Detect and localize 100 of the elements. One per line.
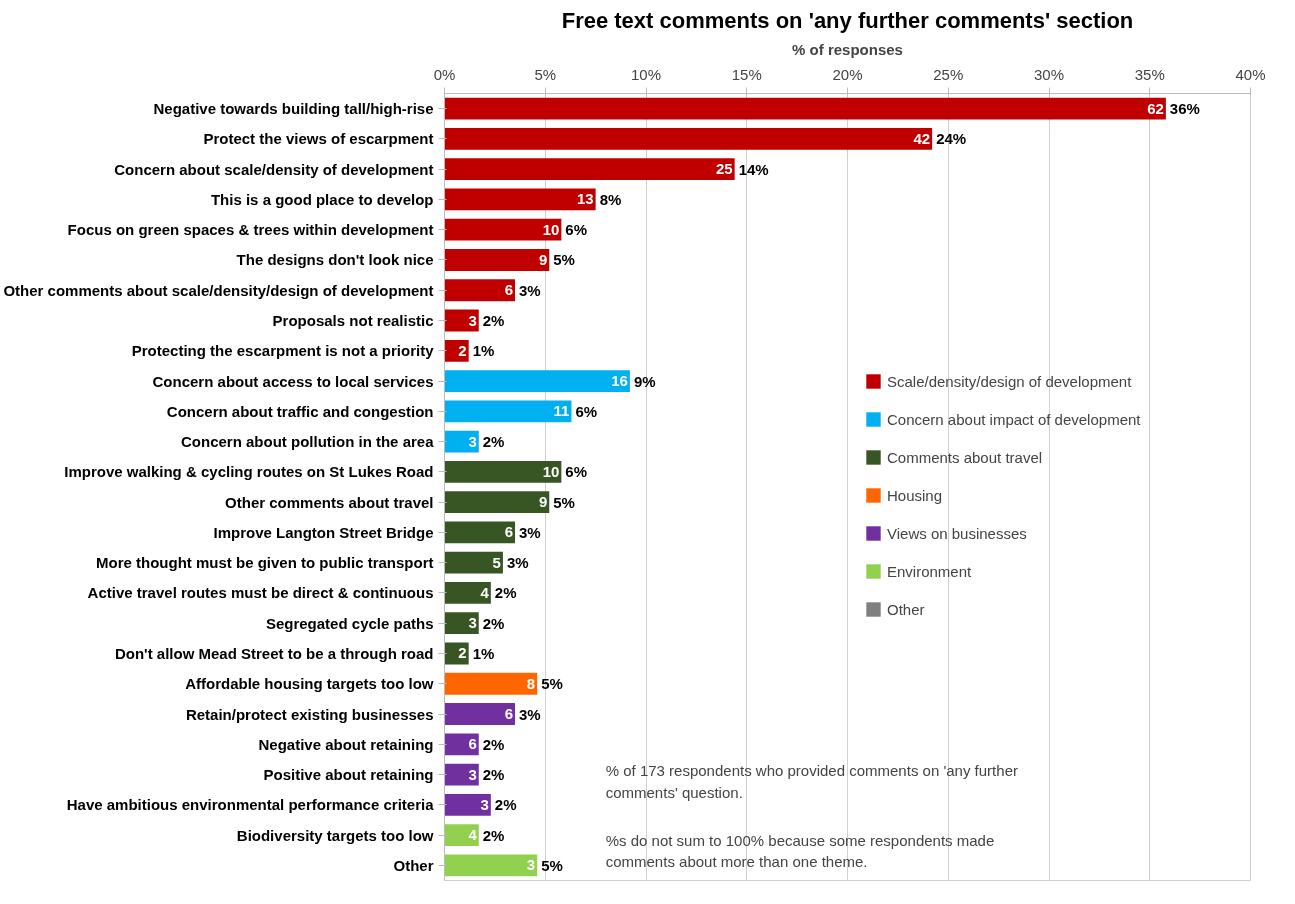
bar — [444, 733, 479, 756]
text: 2% — [482, 766, 505, 784]
text: 1% — [472, 342, 495, 360]
bar — [444, 400, 572, 423]
annotation: 42 — [913, 129, 931, 147]
annotation: 13 — [576, 190, 594, 208]
y-tick-label: Positive about retaining — [263, 766, 434, 784]
bar — [444, 824, 479, 846]
text: 5% — [553, 493, 575, 511]
bar — [444, 370, 630, 392]
chart-title: Free text comments on 'any further comments' section — [561, 7, 1134, 33]
annotation: 2 — [458, 644, 467, 662]
text: 14% — [738, 160, 769, 178]
text: 24% — [936, 130, 967, 148]
text: 8% — [599, 190, 622, 208]
bar — [444, 672, 538, 695]
bar — [444, 854, 538, 877]
x-tick-label: 20% — [832, 65, 863, 83]
bar — [444, 249, 550, 271]
annotation: 6 — [504, 281, 514, 299]
annotation: 16 — [611, 372, 628, 390]
annotation: 3 — [468, 765, 477, 783]
x-tick-label: 0% — [433, 65, 456, 83]
legend-label: Other — [887, 600, 925, 618]
text: 6% — [575, 402, 598, 420]
text: 2% — [482, 826, 505, 844]
legend-label: Views on businesses — [887, 524, 1027, 542]
bar — [444, 158, 735, 181]
text: 2% — [482, 614, 505, 632]
bar — [444, 793, 491, 816]
annotation: 4 — [480, 583, 490, 601]
bar — [444, 218, 562, 241]
text: 3% — [519, 523, 541, 541]
annotation: % of 173 respondents who provided comments on 'any further comments' question. — [605, 762, 1018, 801]
y-tick-label: This is a good place to develop — [210, 190, 434, 208]
annotation: 6 — [504, 523, 514, 541]
annotation: 8 — [526, 674, 536, 692]
bar — [444, 521, 516, 544]
y-tick-label: Biodiversity targets too low — [236, 826, 434, 844]
annotation: 5 — [492, 553, 501, 571]
y-tick-label: The designs don't look nice — [236, 251, 434, 269]
annotation: 3 — [468, 614, 477, 632]
annotation: 3 — [480, 795, 489, 813]
y-tick-label: Protect the views of escarpment — [203, 130, 434, 148]
annotation: 10 — [542, 220, 560, 238]
y-tick-label: Other comments about travel — [225, 493, 434, 511]
bar — [444, 97, 1166, 120]
y-tick-label: Protecting the escarpment is not a priority — [131, 342, 435, 360]
annotation: %s do not sum to 100% because some respondents made comments about more than one theme. — [605, 832, 995, 871]
text: 3% — [519, 705, 541, 723]
bar — [444, 279, 516, 302]
annotation: 3 — [468, 311, 477, 329]
annotation: 6 — [468, 735, 477, 753]
legend-label: Concern about impact of development — [887, 410, 1141, 428]
text: 6% — [565, 221, 588, 239]
annotation: 25 — [715, 160, 733, 178]
annotation: 6 — [504, 705, 514, 723]
y-tick-label: Concern about traffic and congestion — [166, 402, 434, 420]
text: 5% — [553, 251, 575, 269]
y-tick-label: Improve walking & cycling routes on St Lukes Road — [64, 463, 434, 481]
bar — [444, 188, 596, 211]
text: 3% — [506, 554, 529, 572]
text: 2% — [494, 584, 517, 602]
bar — [444, 703, 516, 725]
y-tick-label: Have ambitious environmental performance criteria — [66, 796, 435, 814]
annotation: 9 — [538, 493, 548, 511]
legend-label: Scale/density/design of development — [887, 372, 1132, 390]
annotation: 62 — [1147, 99, 1164, 117]
y-tick-label: More thought must be given to public transport — [96, 554, 434, 572]
x-tick-label: 15% — [731, 65, 762, 83]
x-tick-label: 30% — [1033, 65, 1065, 83]
x-tick-label: 25% — [933, 65, 964, 83]
y-tick-label: Concern about scale/density of development — [114, 160, 434, 178]
y-tick-label: Retain/protect existing businesses — [185, 705, 434, 723]
text: 2% — [494, 796, 517, 814]
y-tick-label: Don't allow Mead Street to be a through road — [114, 644, 434, 662]
x-tick-label: 35% — [1134, 65, 1165, 83]
y-tick-label: Active travel routes must be direct & continuous — [87, 584, 434, 602]
annotation: 11 — [553, 402, 570, 420]
text: 5% — [541, 856, 563, 874]
text: 3% — [519, 281, 541, 299]
text: 1% — [472, 644, 495, 662]
x-axis-title: % of responses — [792, 40, 903, 58]
text: 9% — [633, 372, 656, 390]
x-tick-label: 5% — [534, 65, 557, 83]
bar — [444, 612, 479, 635]
y-tick-label: Other — [393, 856, 434, 874]
legend-label: Housing — [887, 486, 943, 504]
annotation: 4 — [468, 826, 478, 844]
legend-label: Environment — [887, 562, 972, 580]
text: 6% — [565, 463, 588, 481]
text: 2% — [482, 433, 505, 451]
y-tick-label: Concern about access to local services — [152, 372, 434, 390]
bar — [444, 128, 933, 150]
text: 36% — [1169, 100, 1200, 118]
y-tick-label: Segregated cycle paths — [265, 614, 434, 632]
x-tick-label: 40% — [1235, 65, 1266, 83]
x-tick-label: 10% — [630, 65, 662, 83]
y-tick-label: Improve Langton Street Bridge — [213, 523, 434, 541]
y-tick-label: Focus on green spaces & trees within development — [67, 221, 434, 239]
